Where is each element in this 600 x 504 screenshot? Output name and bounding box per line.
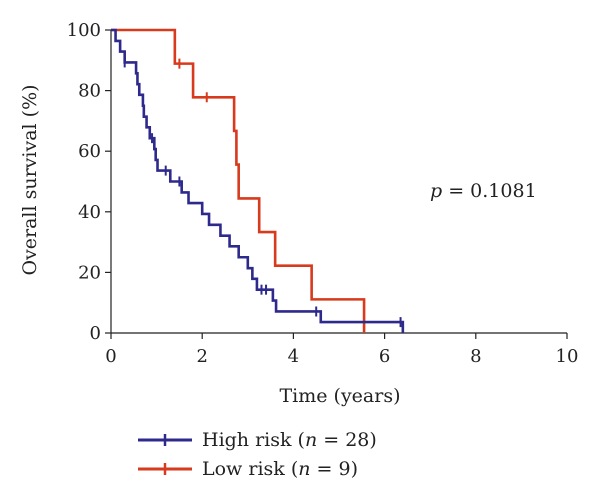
legend-series-name: Low risk <box>202 458 285 480</box>
legend-item: High risk (n = 28) <box>138 429 377 451</box>
y-tick-label: 80 <box>78 81 101 102</box>
y-tick-label: 20 <box>78 262 101 283</box>
legend-item: Low risk (n = 9) <box>138 458 358 480</box>
axes: 0 20 40 60 80 100 0 2 4 6 8 10 <box>67 20 579 367</box>
y-tick-label: 40 <box>78 202 101 223</box>
legend-n-count: = 28) <box>317 429 377 451</box>
p-value-annotation: p = 0.1081 <box>430 180 537 202</box>
p-value-symbol: p <box>430 180 442 202</box>
legend-series-name: High risk <box>202 429 292 451</box>
x-axis-label: Time (years) <box>279 385 400 407</box>
p-value-text: = 0.1081 <box>442 180 536 202</box>
series-line-high-risk <box>111 28 405 333</box>
x-tick-label: 10 <box>556 346 579 367</box>
legend-n-symbol: n <box>305 429 317 451</box>
series-line-low-risk <box>111 28 366 333</box>
x-tick-label: 2 <box>196 346 207 367</box>
legend-paren: ( <box>292 429 305 451</box>
series-layer <box>111 28 405 333</box>
x-tick-label: 4 <box>288 346 299 367</box>
y-tick-label: 60 <box>78 141 101 162</box>
legend-n-count: = 9) <box>311 458 359 480</box>
y-tick-label: 100 <box>67 20 101 41</box>
legend: High risk (n = 28)Low risk (n = 9) <box>138 429 377 480</box>
legend-paren: ( <box>285 458 298 480</box>
legend-n-symbol: n <box>298 458 310 480</box>
x-tick-label: 6 <box>379 346 390 367</box>
legend-label: Low risk (n = 9) <box>202 458 358 480</box>
x-tick-label: 8 <box>470 346 481 367</box>
y-tick-label: 0 <box>90 323 101 344</box>
x-tick-label: 0 <box>105 346 116 367</box>
y-axis-label: Overall survival (%) <box>19 84 41 275</box>
legend-label: High risk (n = 28) <box>202 429 377 451</box>
